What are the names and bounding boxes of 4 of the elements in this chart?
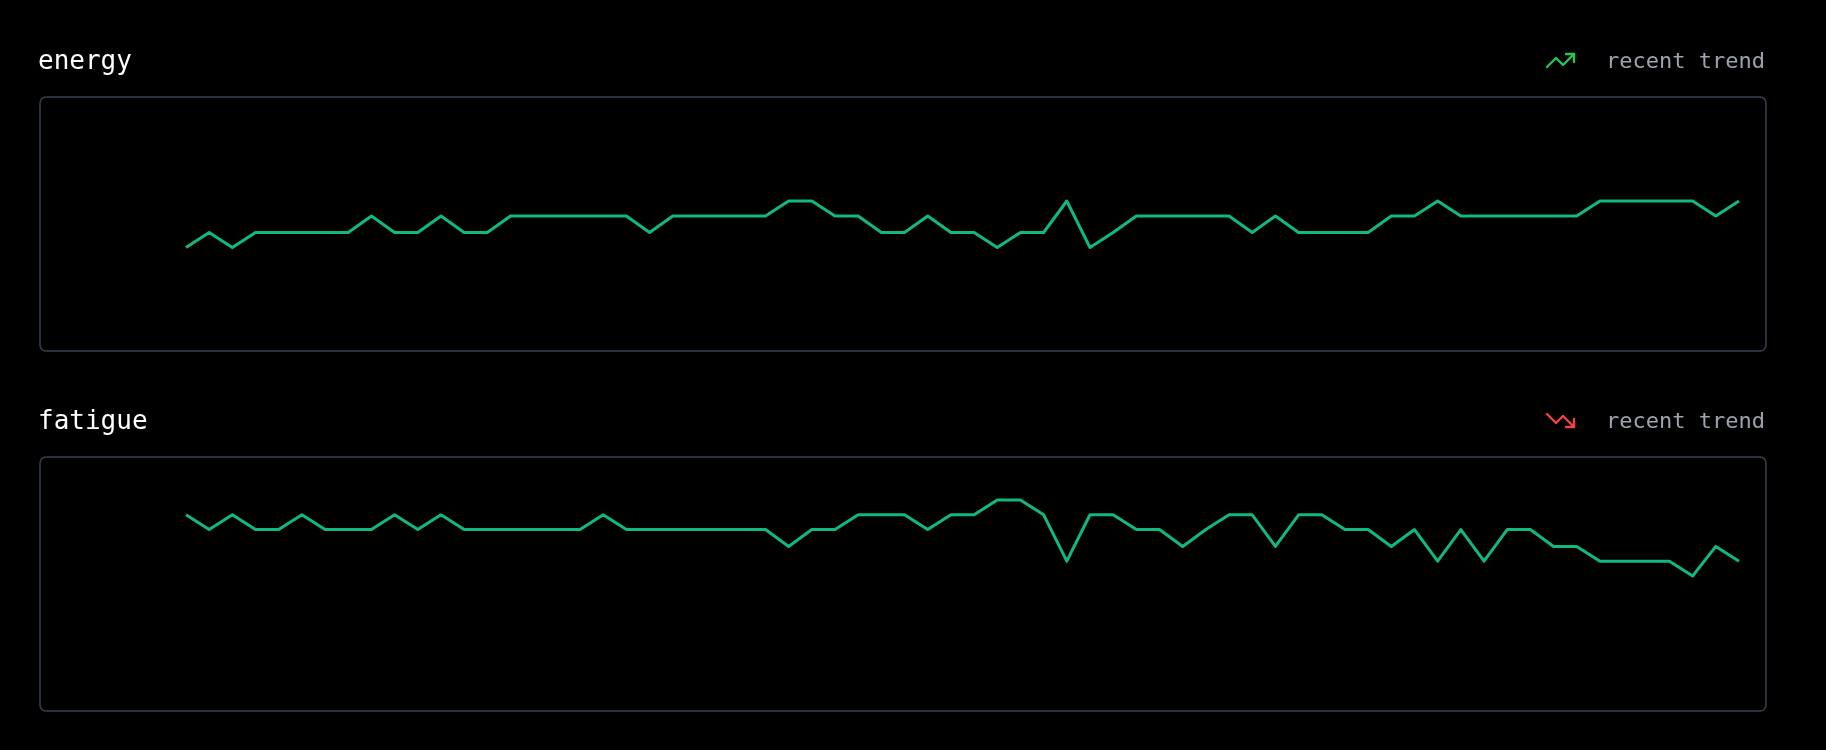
text: recent trend — [1606, 408, 1765, 433]
text: recent trend — [1606, 48, 1765, 73]
chart-title: fatigue — [38, 405, 148, 435]
chart-title: energy — [38, 45, 132, 75]
